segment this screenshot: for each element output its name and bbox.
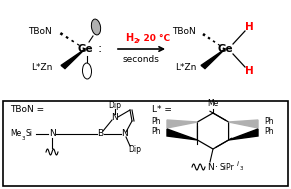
Text: 2: 2 — [134, 38, 139, 44]
Text: SiPr: SiPr — [220, 163, 235, 171]
Bar — [3, 101, 288, 186]
Ellipse shape — [82, 63, 91, 79]
Text: Me: Me — [207, 99, 219, 108]
Text: :: : — [98, 43, 102, 56]
Polygon shape — [167, 120, 197, 128]
Text: Ph: Ph — [264, 126, 274, 136]
Polygon shape — [229, 129, 258, 140]
Text: ·: · — [216, 162, 219, 172]
Text: Dip: Dip — [109, 101, 122, 111]
Text: L*Zn: L*Zn — [31, 63, 52, 71]
Ellipse shape — [91, 19, 101, 35]
Text: , 20 °C: , 20 °C — [137, 33, 170, 43]
Text: Ph: Ph — [152, 116, 161, 125]
Text: N: N — [121, 129, 127, 139]
Text: seconds: seconds — [123, 56, 159, 64]
Text: L* =: L* = — [152, 105, 172, 115]
Text: Ph: Ph — [264, 116, 274, 125]
Text: H: H — [245, 22, 253, 32]
Text: 3: 3 — [22, 136, 26, 140]
Text: i: i — [237, 161, 239, 167]
Polygon shape — [229, 120, 258, 128]
Text: B: B — [97, 129, 103, 139]
Text: H: H — [245, 66, 253, 76]
Text: Ph: Ph — [152, 126, 161, 136]
Text: N: N — [49, 129, 55, 139]
Text: 3: 3 — [240, 167, 244, 171]
Text: Si: Si — [26, 129, 33, 139]
Text: N: N — [207, 163, 213, 171]
Polygon shape — [61, 49, 85, 69]
Text: Ge: Ge — [217, 44, 233, 54]
Polygon shape — [201, 49, 225, 69]
Text: TBoN: TBoN — [172, 26, 196, 36]
Text: Dip: Dip — [129, 145, 141, 153]
Text: Me: Me — [10, 129, 21, 139]
Text: TBoN: TBoN — [28, 26, 52, 36]
Text: H: H — [125, 33, 133, 43]
Polygon shape — [167, 129, 197, 140]
Text: N: N — [112, 112, 118, 122]
Text: L*Zn: L*Zn — [175, 63, 196, 71]
Text: TBoN =: TBoN = — [10, 105, 44, 115]
Text: Ge: Ge — [77, 44, 93, 54]
